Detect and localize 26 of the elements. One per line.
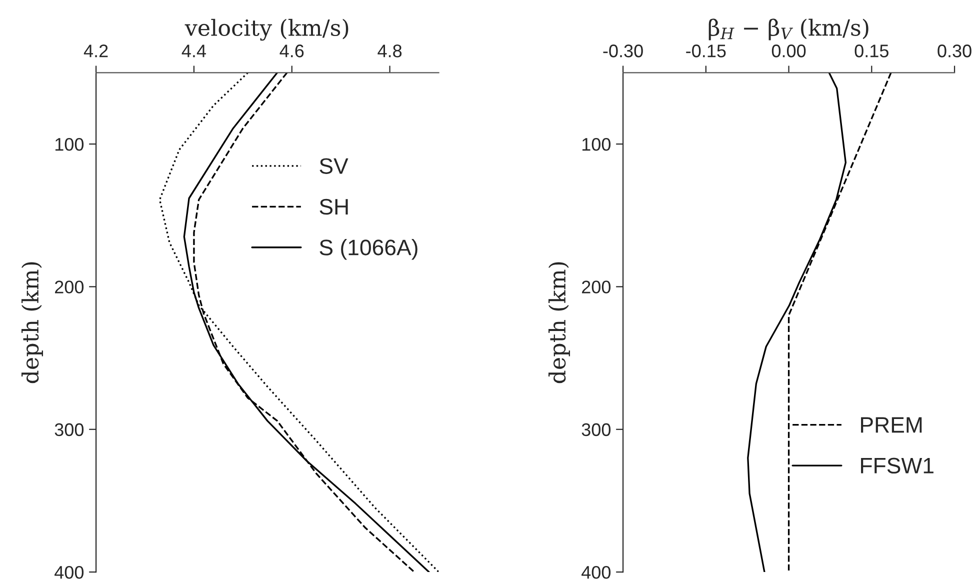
x-tick-label: 4.4 [182, 44, 206, 58]
legend-label: PREM [861, 417, 922, 433]
x-tick-label: 4.2 [84, 44, 108, 58]
y-axis-title: depth (km) [21, 262, 43, 384]
y-tick-label: 300 [582, 423, 611, 436]
legend-label: SH [320, 198, 348, 215]
y-tick-label: 200 [582, 280, 611, 294]
x-tick-label: 4.8 [378, 44, 402, 58]
legend-label: SV [320, 158, 348, 174]
y-tick-label: 400 [54, 566, 84, 579]
x-tick-label: -0.30 [603, 44, 643, 58]
y-axis-title: depth (km) [548, 262, 570, 384]
x-tick-label: 4.6 [280, 44, 304, 58]
y-tick-label: 300 [54, 423, 84, 436]
y-tick-label: 100 [582, 138, 611, 151]
y-tick-label: 200 [55, 280, 84, 294]
x-tick-label: 0.00 [772, 44, 806, 58]
x-tick-label: -0.15 [686, 44, 726, 58]
y-tick-label: 100 [55, 138, 84, 151]
x-axis-title: velocity (km/s) [184, 18, 348, 41]
y-tick-label: 400 [582, 566, 611, 579]
x-tick-label: 0.15 [854, 44, 888, 58]
legend-label: FFSW1 [861, 458, 934, 474]
x-axis-title: β$_{H}$ − β$_{V}$ (km/s) [708, 18, 868, 40]
x-tick-label: 0.30 [938, 44, 972, 58]
legend-label: S (1066A) [320, 239, 418, 260]
